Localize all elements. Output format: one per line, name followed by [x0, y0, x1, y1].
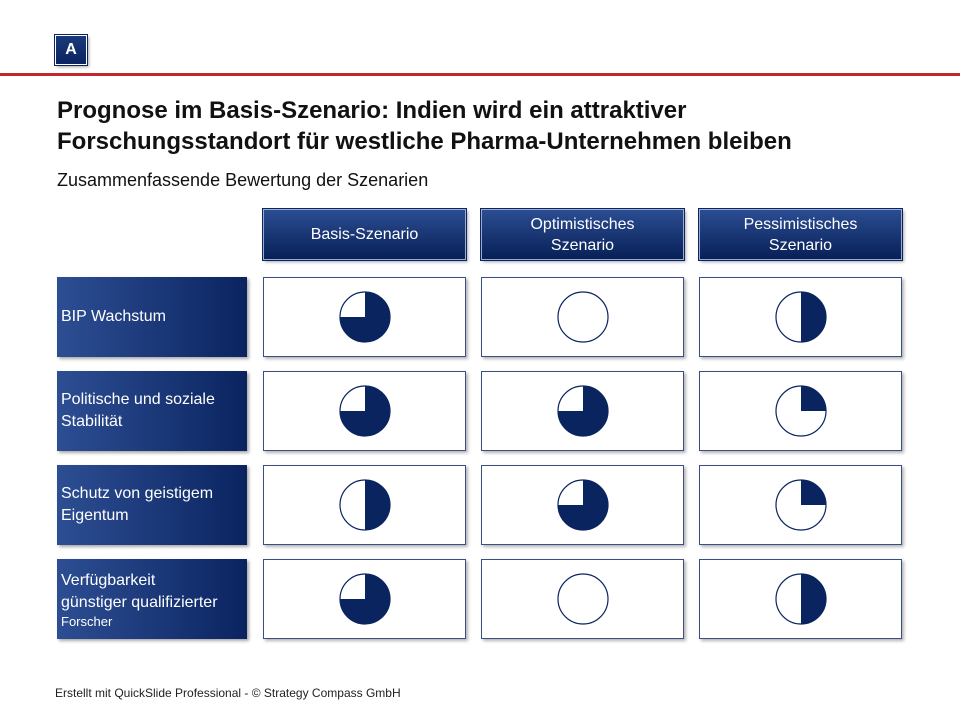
title-line-2: Forschungsstandort für westliche Pharma-…	[57, 128, 792, 155]
harvey-ball-icon	[556, 291, 609, 343]
rating-cell	[699, 371, 902, 451]
page-title: Prognose im Basis-Szenario: Indien wird …	[57, 95, 937, 157]
page-subtitle: Zusammenfassende Bewertung der Szenarien	[57, 170, 429, 190]
column-header-label: Optimistisches	[530, 215, 635, 233]
column-header-label: Basis-Szenario	[310, 226, 419, 243]
rating-cell	[263, 277, 466, 357]
harvey-ball-icon	[556, 479, 609, 531]
rating-cell	[481, 277, 684, 357]
column-header-pessimistic: Pessimistisches Szenario	[698, 208, 903, 261]
column-header-label-2: Szenario	[768, 236, 833, 254]
rating-cell	[699, 559, 902, 639]
row-header-label: Verfügbarkeit	[61, 571, 156, 589]
column-header-optimistic: Optimistisches Szenario	[480, 208, 685, 261]
harvey-ball-icon	[774, 385, 827, 437]
rating-cell	[481, 559, 684, 639]
footer-credit: Erstellt mit QuickSlide Professional - ©…	[55, 686, 401, 700]
row-header-bip-wachstum: BIP Wachstum	[57, 277, 247, 357]
title-line-1: Prognose im Basis-Szenario: Indien wird …	[57, 97, 687, 124]
rating-cell	[481, 465, 684, 545]
row-header-label: Politische und soziale	[61, 391, 215, 408]
row-header-label-3: Forscher	[61, 613, 113, 629]
column-header-label: Pessimistisches	[743, 215, 858, 233]
harvey-ball-icon	[774, 479, 827, 531]
row-header-stabilitaet: Politische und soziale Stabilität	[57, 371, 247, 451]
row-header-label: Schutz von geistigem	[61, 485, 214, 502]
section-badge: A	[54, 34, 88, 66]
rating-cell	[699, 465, 902, 545]
row-header-forscher: Verfügbarkeit günstiger qualifizierter F…	[57, 559, 247, 639]
rating-cell	[263, 559, 466, 639]
harvey-ball-icon	[774, 573, 827, 625]
row-header-label-2: Stabilität	[61, 413, 123, 430]
harvey-ball-icon	[556, 385, 609, 437]
harvey-ball-icon	[556, 573, 609, 625]
column-header-label-2: Szenario	[550, 236, 615, 254]
harvey-ball-icon	[338, 479, 391, 531]
harvey-ball-icon	[338, 385, 391, 437]
rating-cell	[263, 371, 466, 451]
row-header-label-2: Eigentum	[61, 507, 129, 524]
harvey-ball-icon	[774, 291, 827, 343]
row-header-label-2: günstiger qualifizierter	[61, 593, 218, 611]
rating-cell	[699, 277, 902, 357]
column-header-basis: Basis-Szenario	[262, 208, 467, 261]
row-header-schutz-eigentum: Schutz von geistigem Eigentum	[57, 465, 247, 545]
header-divider	[0, 73, 960, 76]
row-header-label: BIP Wachstum	[61, 308, 166, 325]
rating-cell	[481, 371, 684, 451]
rating-cell	[263, 465, 466, 545]
harvey-ball-icon	[338, 573, 391, 625]
harvey-ball-icon	[338, 291, 391, 343]
